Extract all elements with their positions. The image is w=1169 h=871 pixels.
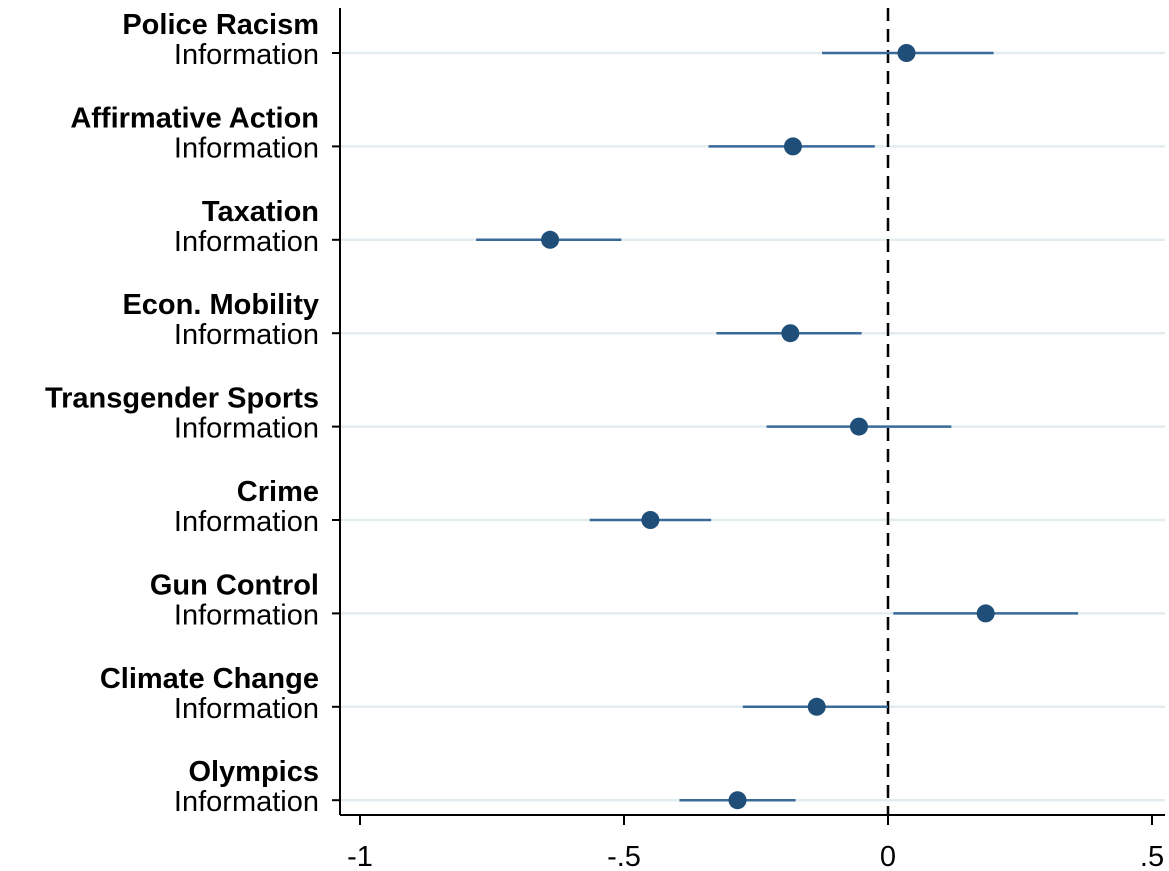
row-label: Information <box>174 506 319 538</box>
group-title: Police Racism <box>122 9 319 41</box>
row-label: Information <box>174 226 319 258</box>
x-tick-label: -.5 <box>607 841 641 871</box>
axes: -1 -.5 0 .5 <box>332 8 1165 871</box>
x-tick-label: 0 <box>880 841 896 871</box>
x-tick-label: -1 <box>347 841 373 871</box>
point-estimates <box>541 44 995 810</box>
group-title: Econ. Mobility <box>122 289 319 321</box>
point-estimate <box>783 137 802 156</box>
grid-lines <box>340 51 1165 802</box>
x-tick-label: .5 <box>1140 841 1164 871</box>
group-title: Taxation <box>202 196 319 228</box>
point-estimate <box>897 44 916 62</box>
row-label: Information <box>174 693 319 725</box>
point-estimate <box>849 417 868 436</box>
row-label: Information <box>174 319 319 351</box>
group-title: Affirmative Action <box>70 102 319 134</box>
group-title: Gun Control <box>150 569 319 601</box>
point-estimate <box>641 511 660 529</box>
point-estimate <box>541 230 560 249</box>
point-estimate <box>781 324 800 343</box>
row-label: Information <box>174 132 319 164</box>
group-title: Olympics <box>188 756 319 788</box>
row-label: Information <box>174 413 319 445</box>
group-title: Crime <box>237 476 319 508</box>
row-label: Information <box>174 599 319 631</box>
row-label: Information <box>174 39 319 71</box>
group-title: Transgender Sports <box>45 383 319 415</box>
group-title: Climate Change <box>100 663 319 695</box>
row-label: Information <box>174 786 319 818</box>
point-estimate <box>728 791 747 810</box>
point-estimate <box>976 604 995 623</box>
point-estimate <box>807 697 826 716</box>
